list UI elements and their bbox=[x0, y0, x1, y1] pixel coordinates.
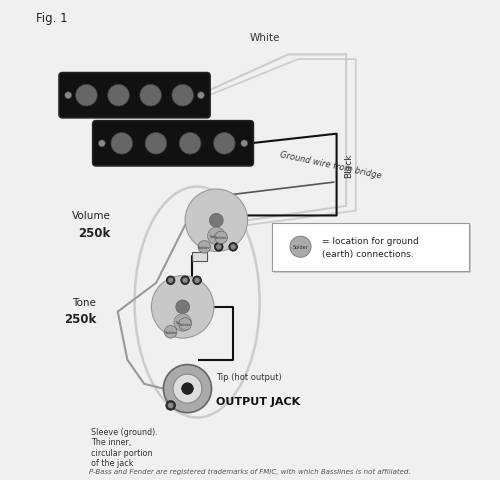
Circle shape bbox=[214, 243, 223, 252]
Circle shape bbox=[180, 133, 201, 155]
Circle shape bbox=[108, 85, 130, 107]
Text: Tip (hot output): Tip (hot output) bbox=[216, 372, 282, 381]
Circle shape bbox=[215, 232, 228, 244]
Text: Black: Black bbox=[344, 154, 353, 178]
Text: Tone: Tone bbox=[72, 298, 96, 307]
Circle shape bbox=[164, 365, 212, 413]
Circle shape bbox=[210, 214, 223, 228]
Circle shape bbox=[172, 85, 194, 107]
Circle shape bbox=[200, 243, 208, 252]
Circle shape bbox=[179, 318, 192, 331]
FancyBboxPatch shape bbox=[272, 223, 469, 271]
Circle shape bbox=[111, 133, 132, 155]
Circle shape bbox=[195, 279, 199, 283]
Circle shape bbox=[145, 133, 167, 155]
Text: Solder: Solder bbox=[292, 245, 308, 250]
Circle shape bbox=[217, 245, 220, 249]
Circle shape bbox=[174, 314, 192, 332]
Circle shape bbox=[65, 93, 71, 99]
FancyBboxPatch shape bbox=[274, 225, 471, 273]
Circle shape bbox=[152, 276, 214, 338]
Circle shape bbox=[176, 300, 190, 314]
Circle shape bbox=[166, 276, 175, 285]
Circle shape bbox=[166, 401, 175, 410]
Text: Solder: Solder bbox=[215, 236, 228, 240]
Circle shape bbox=[214, 133, 235, 155]
Text: Sleeve (ground).
The inner,
circular portion
of the jack: Sleeve (ground). The inner, circular por… bbox=[92, 427, 158, 468]
Text: Volume: Volume bbox=[72, 211, 110, 221]
Circle shape bbox=[168, 279, 172, 283]
Text: 250k: 250k bbox=[78, 226, 110, 240]
Circle shape bbox=[193, 276, 202, 285]
Circle shape bbox=[229, 243, 237, 252]
FancyBboxPatch shape bbox=[92, 121, 254, 167]
Circle shape bbox=[98, 141, 105, 147]
FancyBboxPatch shape bbox=[192, 252, 207, 261]
Text: Ground wire from bridge: Ground wire from bridge bbox=[279, 150, 382, 180]
Text: = location for ground: = location for ground bbox=[322, 237, 419, 246]
Text: Solder: Solder bbox=[176, 321, 189, 325]
Text: 250k: 250k bbox=[64, 312, 96, 326]
Text: Solder: Solder bbox=[210, 234, 223, 239]
Circle shape bbox=[198, 93, 204, 99]
Text: White: White bbox=[250, 33, 280, 43]
Text: Solder: Solder bbox=[164, 330, 177, 334]
Circle shape bbox=[198, 241, 210, 253]
Text: Solder: Solder bbox=[179, 323, 192, 326]
Circle shape bbox=[182, 383, 193, 395]
Circle shape bbox=[76, 85, 97, 107]
FancyBboxPatch shape bbox=[59, 73, 210, 119]
Circle shape bbox=[290, 237, 311, 258]
Circle shape bbox=[202, 245, 206, 249]
Text: Fig. 1: Fig. 1 bbox=[36, 12, 68, 25]
Text: Solder: Solder bbox=[198, 245, 210, 249]
Text: OUTPUT JACK: OUTPUT JACK bbox=[216, 396, 300, 406]
Circle shape bbox=[241, 141, 248, 147]
Text: (earth) connections.: (earth) connections. bbox=[322, 250, 414, 258]
Circle shape bbox=[164, 326, 177, 338]
Circle shape bbox=[183, 279, 187, 283]
Circle shape bbox=[140, 85, 162, 107]
Circle shape bbox=[180, 276, 190, 285]
Circle shape bbox=[168, 403, 173, 408]
Text: P-Bass and Fender are registered trademarks of FMIC, with which Basslines is not: P-Bass and Fender are registered tradema… bbox=[89, 468, 411, 474]
Circle shape bbox=[173, 374, 202, 403]
Circle shape bbox=[185, 190, 248, 252]
Circle shape bbox=[208, 228, 225, 245]
Circle shape bbox=[231, 245, 235, 249]
